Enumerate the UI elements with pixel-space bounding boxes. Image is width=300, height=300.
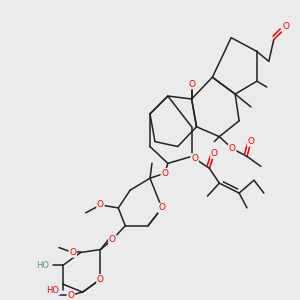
Text: O: O — [229, 144, 236, 153]
Text: O: O — [191, 154, 198, 163]
Text: HO: HO — [46, 286, 59, 295]
Text: O: O — [67, 291, 74, 300]
Text: O: O — [211, 149, 218, 158]
Text: HO: HO — [37, 261, 50, 270]
Text: O: O — [282, 22, 289, 31]
Text: O: O — [69, 248, 76, 257]
Text: O: O — [97, 200, 104, 209]
Text: O: O — [97, 275, 104, 284]
Text: O: O — [158, 203, 165, 212]
Text: O: O — [248, 137, 254, 146]
Text: O: O — [161, 169, 168, 178]
Text: O: O — [188, 80, 195, 89]
Text: O: O — [109, 235, 116, 244]
